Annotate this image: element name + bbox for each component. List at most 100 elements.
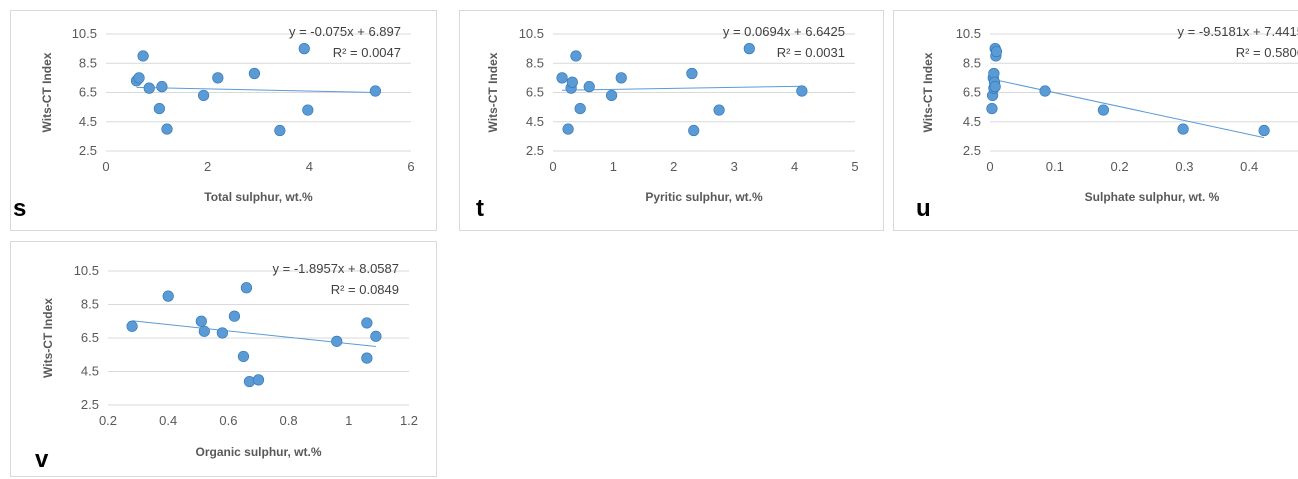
y-tick-label: 8.5 (79, 55, 97, 70)
data-point (556, 72, 568, 84)
data-point (562, 123, 574, 135)
y-tick-label: 6.5 (526, 85, 544, 100)
data-point (143, 82, 155, 94)
data-point (162, 290, 174, 302)
y-tick-label: 6.5 (963, 85, 981, 100)
x-tick-label: 0.2 (99, 413, 117, 428)
data-point (583, 81, 595, 93)
y-tick-label: 10.5 (519, 26, 544, 41)
data-point (156, 81, 168, 93)
data-point (361, 317, 373, 329)
data-point (370, 330, 382, 342)
x-tick-label: 2 (204, 159, 211, 174)
data-point (228, 310, 241, 322)
data-point (1258, 124, 1270, 137)
x-tick-label: 0 (549, 159, 556, 174)
chart-panel-u: 2.54.56.58.510.500.10.20.30.40.5y = -9.5… (893, 10, 1298, 231)
chart-panel-s: 2.5 4.5 6.5 8.5 10.5 0 2 4 6 y = -0.075x + 6.897 R… (10, 10, 437, 231)
y-tick-label: 8.5 (963, 55, 981, 70)
x-tick-label: 0.1 (1046, 159, 1064, 174)
data-point (1039, 85, 1051, 97)
data-point (566, 76, 578, 88)
y-tick-label: 2.5 (963, 143, 981, 158)
data-point (252, 374, 265, 386)
x-tick-label: 1.2 (400, 413, 418, 428)
data-point (161, 123, 173, 135)
data-point (302, 104, 314, 116)
r-squared-label: R² = 0.0047 (333, 45, 401, 60)
x-tick-label: 5 (851, 159, 858, 174)
x-tick-label: 2 (670, 159, 677, 174)
data-point (153, 102, 165, 115)
y-axis-title: Wits-CT Index (921, 52, 935, 132)
trendline-equation: y = 0.0694x + 6.6425 (723, 24, 845, 39)
y-tick-label: 10.5 (956, 26, 981, 41)
data-point (126, 320, 138, 332)
data-point (605, 89, 618, 102)
x-axis-title: Sulphate sulphur, wt. % (1085, 190, 1220, 204)
y-tick-label: 4.5 (963, 114, 981, 129)
data-point (237, 350, 250, 363)
data-point (686, 67, 698, 80)
trendline (136, 86, 376, 94)
trendline-equation: y = -9.5181x + 7.4415 (1178, 24, 1298, 39)
data-point (570, 50, 582, 62)
x-tick-label: 6 (407, 159, 414, 174)
trendline-equation: y = -1.8957x + 8.0587 (273, 261, 399, 276)
data-point (990, 45, 1003, 58)
y-axis-title: Wits-CT Index (486, 52, 500, 132)
data-point (574, 102, 586, 115)
data-point (361, 352, 373, 364)
panel-letter: u (916, 195, 931, 222)
y-tick-label: 2.5 (81, 397, 99, 412)
y-tick-label: 4.5 (526, 114, 544, 129)
scatter-chart-u: 2.54.56.58.510.500.10.20.30.40.5y = -9.5… (916, 24, 1298, 222)
data-point (688, 124, 700, 137)
y-tick-label: 10.5 (74, 263, 99, 278)
x-axis-title: Total sulphur, wt.% (204, 190, 313, 204)
r-squared-label: R² = 0.5806 (1236, 45, 1298, 60)
data-point (615, 72, 627, 84)
panel-letter: t (476, 195, 484, 222)
x-tick-label: 3 (731, 159, 738, 174)
x-tick-label: 0 (986, 159, 993, 174)
x-axis-title: Organic sulphur, wt.% (195, 445, 321, 459)
y-tick-label: 8.5 (526, 55, 544, 70)
trendline-equation: y = -0.075x + 6.897 (289, 24, 401, 39)
x-tick-label: 4 (306, 159, 313, 174)
data-point (986, 102, 998, 115)
x-tick-label: 0.4 (1240, 159, 1258, 174)
x-tick-label: 0.8 (280, 413, 298, 428)
data-point (331, 335, 343, 347)
data-point (1177, 123, 1189, 135)
y-axis-title: Wits-CT Index (40, 52, 54, 132)
x-tick-label: 4 (791, 159, 798, 174)
chart-panel-t: 2.5 4.5 6.5 8.5 10.5 0 1 2 3 4 5 y = 0.0694x + 6.64… (459, 10, 884, 231)
data-point (198, 325, 210, 337)
data-point (274, 124, 286, 137)
scatter-chart-v: 2.5 4.5 6.5 8.5 10.5 0.2 0.4 0.6 0.8 1 1.2 y = -1.8… (35, 261, 418, 473)
data-point (137, 50, 149, 62)
data-point (198, 89, 210, 102)
panel-letter: v (35, 446, 49, 473)
y-tick-label: 8.5 (81, 297, 99, 312)
y-tick-label: 4.5 (81, 364, 99, 379)
data-point (369, 85, 382, 97)
trendline (562, 85, 802, 91)
r-squared-label: R² = 0.0031 (777, 45, 845, 60)
trendline (991, 78, 1265, 139)
x-tick-label: 1 (610, 159, 617, 174)
r-squared-label: R² = 0.0849 (331, 282, 399, 297)
x-tick-label: 0.6 (219, 413, 237, 428)
y-tick-label: 4.5 (79, 114, 97, 129)
y-tick-label: 6.5 (79, 85, 97, 100)
scatter-chart-t: 2.5 4.5 6.5 8.5 10.5 0 1 2 3 4 5 y = 0.0694x + 6.64… (476, 24, 859, 222)
chart-panel-v: 2.5 4.5 6.5 8.5 10.5 0.2 0.4 0.6 0.8 1 1.2 y = -1.8… (10, 241, 437, 477)
data-point (713, 104, 725, 116)
x-tick-label: 0 (102, 159, 109, 174)
data-point (212, 72, 224, 84)
data-point (133, 72, 145, 84)
x-tick-label: 0.2 (1111, 159, 1129, 174)
data-point (743, 43, 755, 55)
data-point (248, 67, 261, 80)
